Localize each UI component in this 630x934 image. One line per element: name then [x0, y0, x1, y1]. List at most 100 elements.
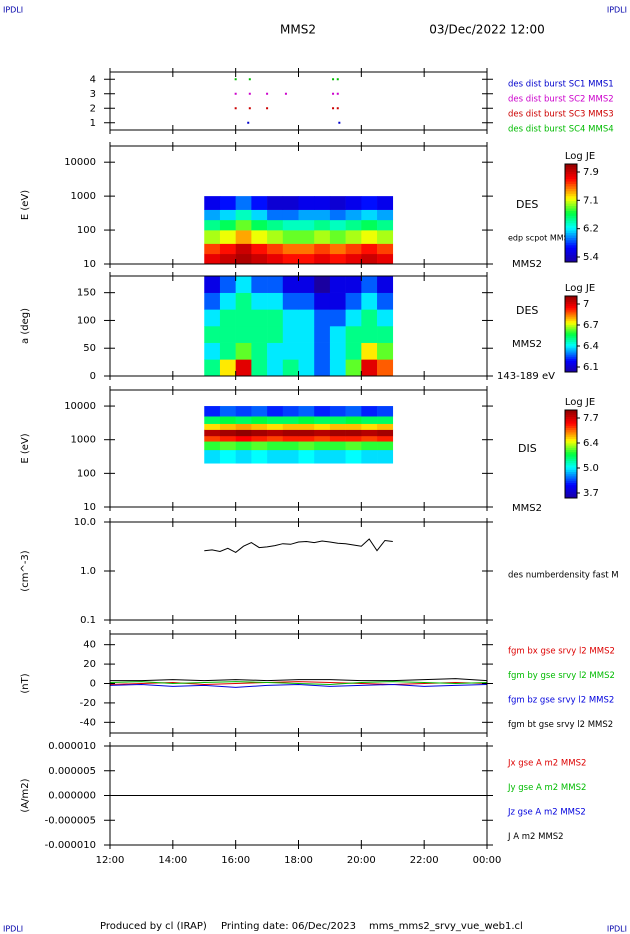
colorbar-slice — [565, 316, 577, 320]
heatmap-cell — [377, 406, 394, 417]
heatmap-cell — [267, 209, 284, 221]
y-tick-label: 10000 — [64, 401, 96, 412]
heatmap-cell — [251, 441, 268, 451]
heatmap-cell — [251, 342, 268, 360]
colorbar-slice — [565, 440, 577, 444]
heatmap-cell — [361, 196, 378, 210]
heatmap-cell — [282, 196, 299, 210]
panel-label: edp scpot MMS2 — [508, 234, 574, 243]
heatmap-cell — [345, 309, 362, 327]
heatmap-cell — [204, 449, 221, 464]
heatmap-cell — [235, 196, 252, 210]
corner-mark: IPDLI — [607, 925, 627, 934]
burst-marker — [284, 92, 287, 95]
colorbar-slice — [565, 456, 577, 459]
colorbar-slice — [565, 480, 577, 483]
colorbar-slice — [565, 429, 577, 433]
y-axis-label: a (deg) — [20, 308, 31, 344]
heatmap-cell — [219, 209, 236, 221]
heatmap-cell — [235, 326, 252, 343]
colorbar-slice — [565, 186, 577, 189]
heatmap-cell — [314, 253, 331, 265]
heatmap-cell — [282, 209, 299, 221]
heatmap-cell — [235, 406, 252, 417]
y-axis-label: E (eV) — [20, 190, 31, 220]
heatmap-cell — [345, 449, 362, 464]
heatmap-cell — [377, 342, 394, 360]
y-tick-label: 100 — [77, 468, 96, 479]
heatmap-cell — [361, 253, 378, 265]
colorbar-slice — [565, 220, 577, 224]
heatmap-cell — [345, 253, 362, 265]
heatmap-cell — [298, 441, 315, 451]
colorbar-slice — [565, 339, 577, 342]
legend-label: fgm by gse srvy l2 MMS2 — [508, 671, 615, 681]
heatmap-cell — [314, 309, 331, 327]
legend-label: des numberdensity fast M — [508, 571, 619, 581]
y-axis-label: E (eV) — [20, 433, 31, 463]
colorbar-slice — [565, 467, 577, 470]
heatmap-cell — [377, 423, 394, 430]
legend-label: J A m2 MMS2 — [507, 832, 564, 842]
burst-marker — [247, 121, 250, 124]
colorbar-slice — [565, 183, 577, 187]
heatmap-cell — [267, 253, 284, 265]
heatmap-cell — [377, 196, 394, 210]
y-axis-label: (cm^-3) — [20, 550, 31, 591]
heatmap-cell — [204, 209, 221, 221]
footer-text: Produced by cl (IRAP) — [100, 921, 207, 932]
heatmap-cell — [235, 243, 252, 255]
colorbar-slice — [565, 476, 577, 479]
legend-label: des dist burst SC2 MMS2 — [508, 95, 614, 105]
heatmap-cell — [267, 309, 284, 327]
legend-label: des dist burst SC3 MMS3 — [508, 110, 614, 120]
colorbar-slice — [565, 427, 577, 431]
data-line — [109, 681, 488, 686]
x-tick-label: 18:00 — [284, 855, 313, 866]
heatmap-cell — [377, 449, 394, 464]
corner-mark: IPDLI — [3, 925, 23, 934]
colorbar-slice — [565, 164, 577, 167]
heatmap-cell — [282, 406, 299, 417]
colorbar-title: Log JE — [565, 283, 595, 294]
y-tick-label: 0 — [90, 371, 96, 382]
y-tick-label: -0.000010 — [45, 840, 96, 851]
heatmap-cell — [329, 326, 346, 343]
colorbar-slice — [565, 412, 577, 415]
colorbar-slice — [565, 200, 577, 204]
heatmap-cell — [235, 209, 252, 221]
heatmap-cell — [345, 435, 362, 442]
heatmap-cell — [204, 423, 221, 430]
heatmap-cell — [267, 441, 284, 451]
colorbar-slice — [565, 173, 577, 177]
y-tick-label: 1000 — [71, 435, 96, 446]
colorbar-slice — [565, 349, 577, 352]
y-tick-label: 10000 — [64, 157, 96, 168]
heatmap-cell — [329, 276, 346, 293]
heatmap-cell — [282, 359, 299, 377]
heatmap-cell — [345, 423, 362, 430]
heatmap-cell — [251, 243, 268, 255]
colorbar-slice — [565, 222, 577, 226]
heatmap-cell — [361, 435, 378, 442]
heatmap-cell — [329, 209, 346, 221]
colorbar-slice — [565, 423, 577, 426]
burst-marker — [266, 107, 269, 110]
colorbar-slice — [565, 330, 577, 333]
colorbar-slice — [565, 358, 577, 361]
colorbar-tick-label: 6.2 — [583, 224, 599, 235]
colorbar-slice — [565, 205, 577, 209]
heatmap-cell — [204, 342, 221, 360]
colorbar-slice — [565, 434, 577, 437]
heatmap-cell — [329, 243, 346, 255]
heatmap-cell — [282, 435, 299, 442]
colorbar-frame — [564, 163, 578, 263]
heatmap-cell — [314, 423, 331, 430]
heatmap-cell — [329, 429, 346, 437]
heatmap-cell — [204, 435, 221, 442]
y-tick-label: 0.000000 — [48, 791, 96, 802]
heatmap-cell — [235, 449, 252, 464]
colorbar-tick-label: 6.4 — [583, 341, 599, 352]
colorbar-slice — [565, 198, 577, 202]
colorbar-tick-label: 6.7 — [583, 320, 599, 331]
